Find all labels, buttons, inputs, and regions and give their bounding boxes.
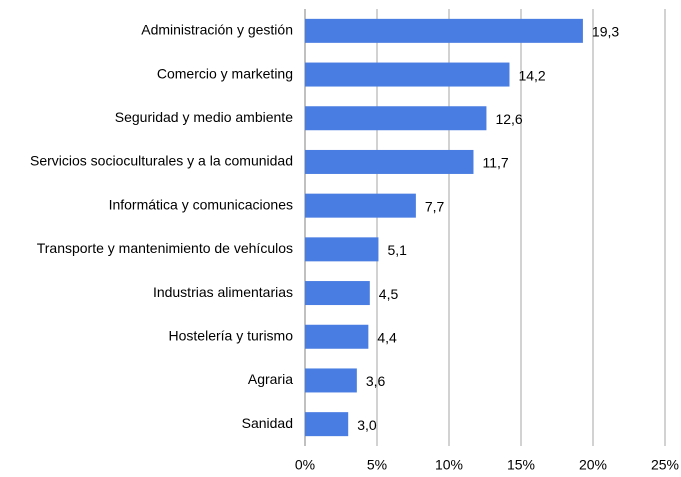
data-label: 11,7 [482, 155, 508, 171]
data-label: 19,3 [592, 24, 619, 40]
bar [305, 412, 349, 437]
x-tick-label: 5% [367, 457, 387, 473]
data-label: 4,4 [377, 329, 397, 345]
bar [305, 18, 583, 43]
y-tick-label: Hostelería y turismo [169, 327, 294, 343]
x-tick-label: 20% [579, 457, 607, 473]
bar [305, 368, 357, 393]
x-tick-label: 25% [651, 457, 679, 473]
data-label: 7,7 [425, 198, 445, 214]
data-label: 14,2 [518, 67, 545, 83]
data-label: 12,6 [495, 111, 522, 127]
data-label: 4,5 [379, 286, 399, 302]
y-tick-label: Servicios socioculturales y a la comunid… [30, 153, 293, 169]
y-tick-label: Transporte y mantenimiento de vehículos [37, 240, 293, 256]
data-label: 3,6 [366, 373, 386, 389]
bar [305, 237, 379, 262]
bar [305, 106, 487, 131]
bar [305, 149, 474, 174]
x-tick-label: 10% [435, 457, 463, 473]
y-tick-label: Comercio y marketing [157, 65, 293, 81]
bar [305, 193, 416, 218]
x-tick-label: 0% [295, 457, 315, 473]
y-tick-label: Informática y comunicaciones [109, 196, 293, 212]
bar [305, 62, 510, 87]
y-tick-label: Industrias alimentarias [153, 284, 293, 300]
y-tick-label: Sanidad [242, 415, 293, 431]
data-label: 3,0 [357, 417, 377, 433]
bar [305, 324, 369, 349]
data-label: 5,1 [387, 242, 407, 258]
bar [305, 281, 370, 306]
y-tick-label: Agraria [248, 371, 293, 387]
x-tick-label: 15% [507, 457, 535, 473]
y-tick-label: Seguridad y medio ambiente [115, 109, 293, 125]
y-tick-label: Administración y gestión [141, 22, 293, 38]
